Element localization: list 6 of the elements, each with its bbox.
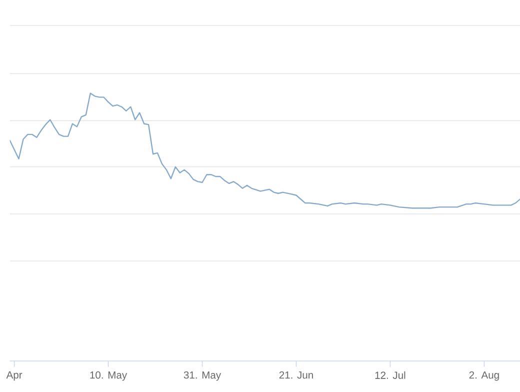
x-tick-label: 31. May: [184, 371, 222, 380]
x-tick-label: 12. Jul: [375, 371, 406, 379]
x-tick-label: 21. Jun: [279, 371, 313, 378]
x-tick-label: 2. Aug: [469, 371, 499, 380]
x-tick-label: Apr: [6, 371, 22, 380]
x-tick-label: 10. May: [90, 371, 128, 380]
